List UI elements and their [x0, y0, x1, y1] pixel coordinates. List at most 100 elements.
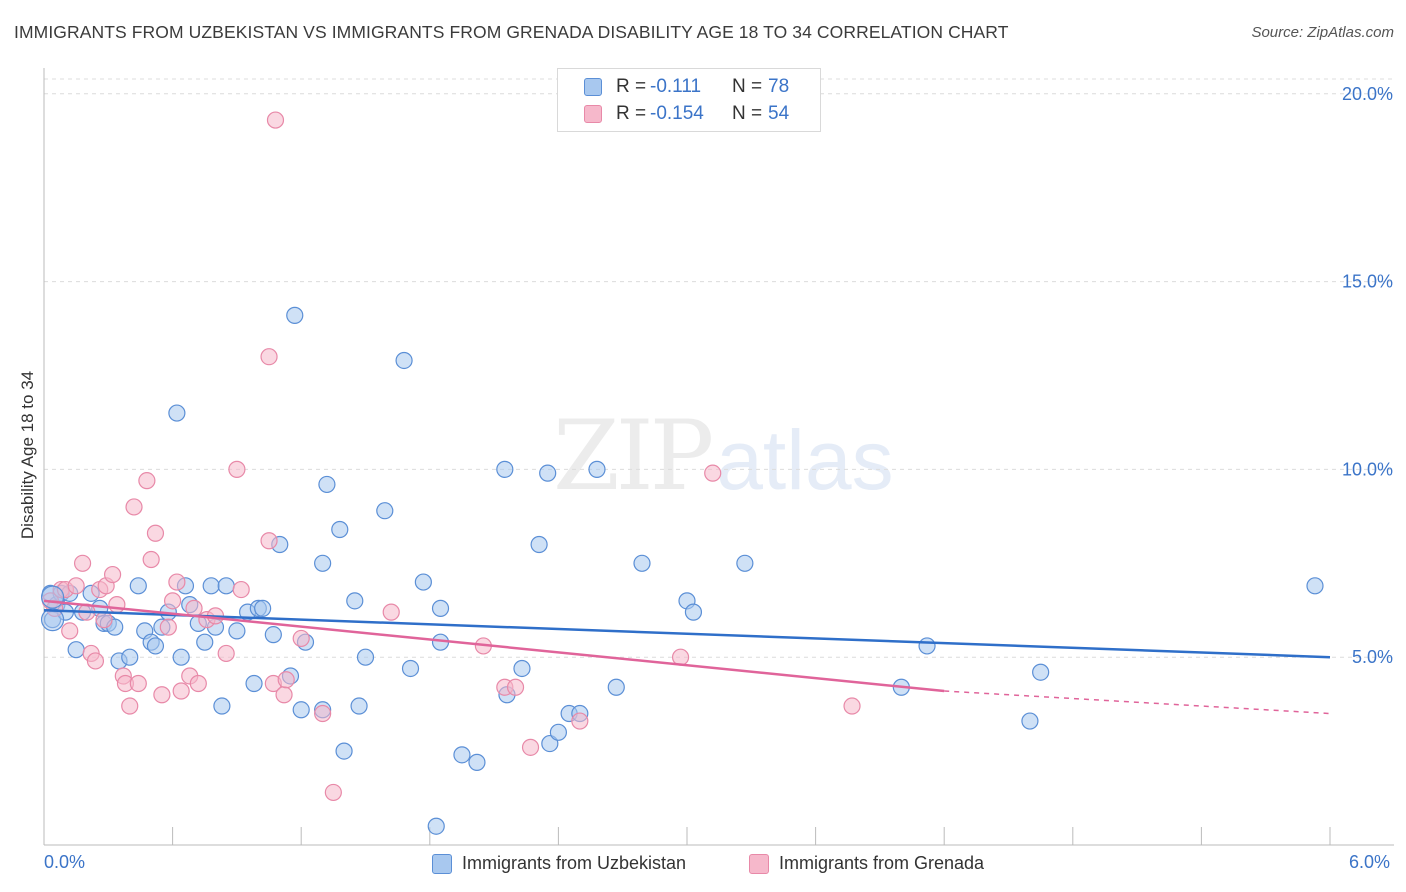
data-point-uzbekistan [1032, 663, 1050, 681]
source-label: Source: ZipAtlas.com [1251, 24, 1394, 41]
data-point-uzbekistan [286, 306, 304, 324]
data-point-grenada [217, 644, 235, 663]
data-point-grenada [260, 532, 278, 550]
data-point-uzbekistan [684, 603, 703, 621]
data-point-uzbekistan [513, 659, 531, 678]
data-point-uzbekistan [202, 577, 220, 595]
data-point-grenada [521, 738, 540, 756]
data-point-grenada [704, 464, 722, 482]
legend-swatch-grenada [584, 105, 602, 123]
trend-line-grenada-extension [944, 690, 1331, 715]
x-tick-label-min: 0.0% [44, 852, 86, 872]
data-point-uzbekistan [401, 659, 420, 678]
data-point-grenada [138, 472, 156, 490]
data-point-uzbekistan [146, 637, 165, 655]
data-point-uzbekistan [245, 674, 263, 693]
data-point-grenada [121, 697, 139, 715]
data-point-uzbekistan [496, 460, 514, 478]
chart-title: IMMIGRANTS FROM UZBEKISTAN VS IMMIGRANTS… [14, 22, 1009, 42]
legend-n-label: N = [732, 76, 763, 97]
y-tick-label: 10.0% [1342, 459, 1393, 479]
data-point-uzbekistan [254, 599, 272, 617]
legend-r-value: -0.111 [650, 76, 702, 97]
data-point-uzbekistan [121, 648, 139, 666]
data-point-grenada [172, 682, 190, 700]
legend-n-value: 54 [768, 103, 790, 124]
data-point-uzbekistan [1021, 712, 1039, 730]
data-point-uzbekistan [346, 592, 364, 610]
data-point-uzbekistan [67, 641, 85, 659]
data-point-grenada [382, 603, 400, 621]
data-point-uzbekistan [314, 554, 332, 572]
data-point-grenada [103, 565, 122, 584]
legend-r-value: -0.154 [650, 103, 704, 124]
data-point-grenada [324, 783, 342, 802]
data-point-uzbekistan [431, 599, 450, 617]
data-point-grenada [506, 678, 525, 696]
data-point-grenada [232, 580, 250, 599]
data-point-uzbekistan [228, 622, 246, 640]
data-point-uzbekistan [1306, 577, 1324, 595]
data-point-uzbekistan [427, 817, 445, 835]
legend-label-grenada: Immigrants from Grenada [779, 853, 985, 873]
data-point-grenada [159, 618, 177, 636]
series-legend: Immigrants from Uzbekistan Immigrants fr… [0, 852, 1406, 878]
data-point-grenada [73, 554, 92, 572]
data-point-uzbekistan [40, 608, 65, 632]
data-point-uzbekistan [530, 535, 548, 554]
data-point-grenada [228, 460, 246, 478]
data-point-uzbekistan [213, 697, 231, 715]
x-tick-label-max: 6.0% [1349, 852, 1391, 872]
data-point-uzbekistan [453, 746, 471, 764]
data-point-uzbekistan [468, 753, 486, 771]
data-point-uzbekistan [356, 648, 375, 666]
legend-row-uzbekistan: R = -0.111 N = 78 [558, 74, 820, 101]
data-point-uzbekistan [264, 626, 282, 644]
legend-swatch-uzbekistan [584, 78, 602, 96]
data-point-uzbekistan [168, 404, 186, 422]
data-point-uzbekistan [918, 637, 936, 655]
data-point-grenada [95, 611, 113, 629]
data-point-grenada [277, 671, 295, 689]
data-point-grenada [185, 599, 203, 617]
data-point-uzbekistan [414, 573, 432, 591]
data-point-grenada [61, 622, 79, 640]
data-point-grenada [314, 704, 332, 723]
data-point-uzbekistan [217, 577, 235, 595]
legend-n-value: 78 [768, 76, 790, 97]
data-point-uzbekistan [335, 742, 353, 760]
data-point-grenada [86, 652, 105, 670]
data-point-grenada [843, 697, 861, 715]
data-point-uzbekistan [331, 520, 349, 539]
data-point-grenada [292, 629, 310, 648]
data-point-grenada [146, 524, 165, 542]
data-point-uzbekistan [196, 633, 214, 651]
data-point-uzbekistan [318, 475, 336, 494]
data-point-grenada [67, 577, 85, 595]
data-point-uzbekistan [40, 585, 65, 609]
data-point-uzbekistan [350, 697, 368, 715]
data-point-uzbekistan [607, 678, 625, 696]
data-point-grenada [164, 592, 182, 610]
data-point-uzbekistan [129, 577, 147, 595]
data-point-grenada [142, 550, 160, 569]
legend-r-label: R = [616, 76, 647, 97]
legend-swatch-grenada [749, 854, 769, 874]
legend-n-label: N = [732, 103, 763, 124]
data-point-grenada [129, 674, 147, 693]
legend-r-label: R = [616, 103, 647, 124]
legend-label-uzbekistan: Immigrants from Uzbekistan [462, 853, 687, 873]
data-point-uzbekistan [539, 464, 557, 482]
data-point-grenada [153, 686, 171, 704]
data-point-grenada [108, 596, 126, 614]
data-point-grenada [275, 686, 293, 704]
data-point-uzbekistan [633, 554, 651, 572]
legend-swatch-uzbekistan [432, 854, 452, 874]
y-tick-label: 20.0% [1342, 84, 1393, 104]
data-point-grenada [168, 573, 186, 591]
y-tick-label: 15.0% [1342, 272, 1393, 292]
data-point-uzbekistan [376, 502, 394, 520]
y-tick-label: 5.0% [1352, 647, 1393, 667]
trend-line-grenada [43, 599, 945, 693]
